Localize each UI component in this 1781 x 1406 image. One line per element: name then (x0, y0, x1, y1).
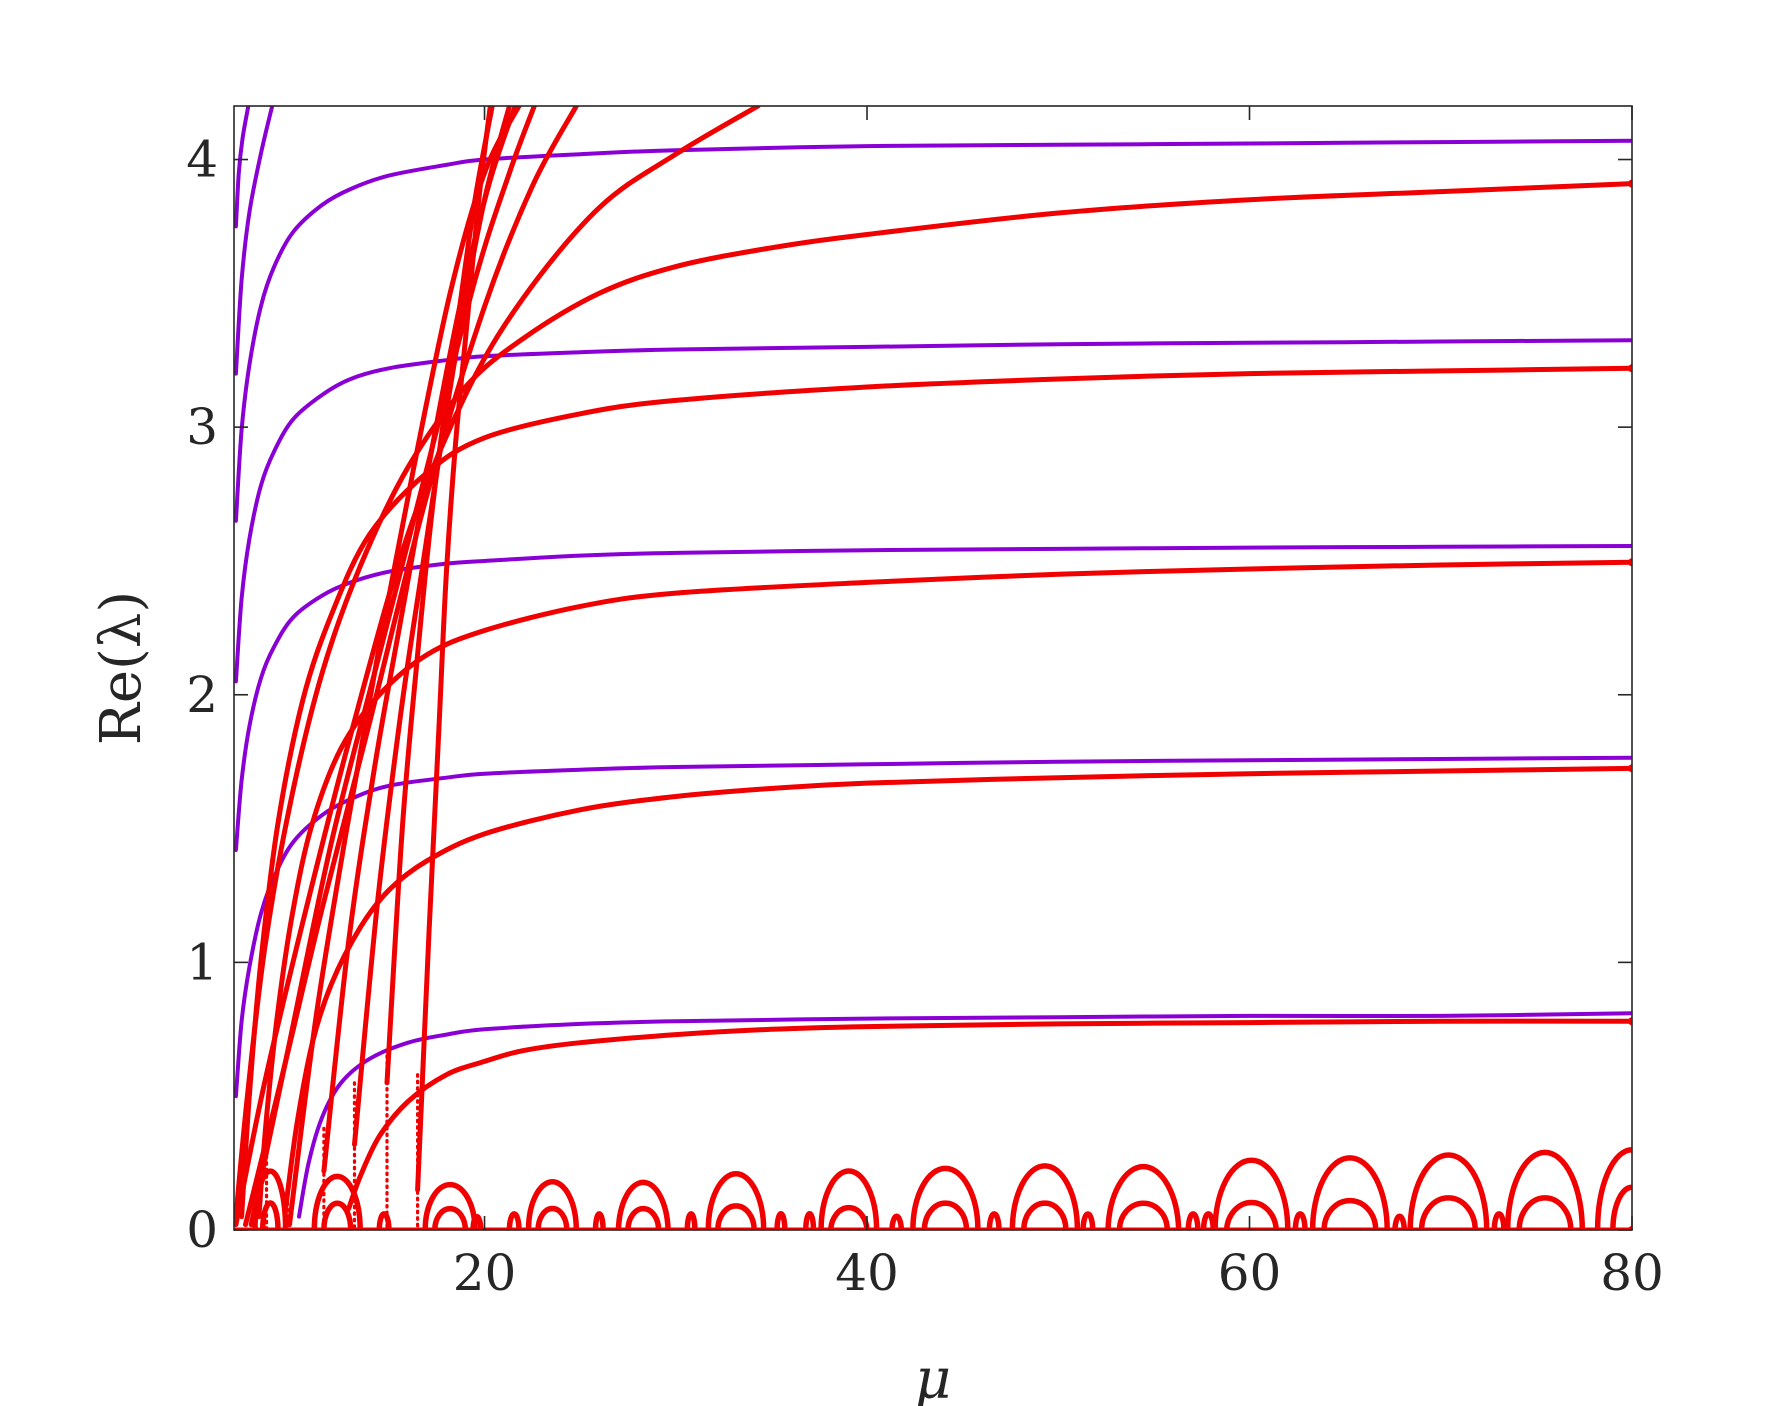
red-arch-20 (827, 1204, 870, 1230)
x-tick-label-3: 80 (1600, 1244, 1664, 1302)
purple-branch-1 (297, 1011, 1632, 1219)
red-arch-34 (1292, 1211, 1308, 1230)
red-arch-14 (684, 1211, 698, 1230)
red-arch-0 (252, 1168, 289, 1230)
red-arch-11 (592, 1211, 606, 1230)
red-arch-8 (506, 1211, 522, 1230)
y-tick-label-4: 4 (186, 131, 218, 189)
red-arch-35 (1309, 1155, 1390, 1230)
red-arch-5 (422, 1181, 478, 1230)
red-arch-16 (715, 1203, 757, 1230)
red-arch-1 (259, 1200, 281, 1230)
red-arch-15 (705, 1171, 767, 1230)
red-arch-42 (1516, 1195, 1574, 1230)
red-branches (234, 106, 1632, 1230)
red-arch-28 (1105, 1163, 1182, 1230)
x-tick-label-0: 20 (453, 1244, 517, 1302)
red-branch-end-1 (1628, 1017, 1632, 1026)
red-branch-end-0 (1628, 1226, 1632, 1230)
red-branch-end-2 (1628, 764, 1632, 773)
red-arch-30 (1185, 1211, 1201, 1230)
red-arch-13 (625, 1205, 662, 1230)
red-arch-27 (1080, 1211, 1096, 1230)
red-arch-4 (376, 1211, 392, 1230)
red-arch-7 (470, 1213, 484, 1230)
purple-branch-3 (234, 544, 1632, 852)
red-arch-18 (803, 1210, 817, 1230)
y-axis-label: Re(λ) (89, 591, 154, 746)
y-tick-label-0: 0 (186, 1201, 218, 1259)
red-arch-22 (910, 1165, 981, 1230)
red-branch-1 (346, 1018, 1632, 1212)
red-arch-37 (1392, 1213, 1408, 1230)
red-arch-12 (615, 1179, 671, 1230)
red-arch-23 (921, 1200, 970, 1230)
y-tick-label-1: 1 (186, 933, 218, 991)
red-branch-4 (239, 365, 1632, 1220)
purple-branch-7 (234, 106, 251, 229)
red-arch-26 (1021, 1200, 1069, 1230)
red-branch-end-4 (1628, 364, 1632, 373)
red-arch-43 (1594, 1146, 1632, 1230)
red-branch-end-5 (1628, 179, 1632, 188)
red-arch-24 (986, 1211, 1002, 1230)
red-arch-38 (1407, 1152, 1490, 1230)
red-arch-21 (889, 1213, 905, 1230)
y-tick-label-2: 2 (186, 666, 218, 724)
x-axis-label: μ (915, 1347, 951, 1406)
red-branch-end-3 (1628, 558, 1632, 567)
red-arch-3 (321, 1200, 354, 1230)
red-arch-6 (432, 1205, 469, 1230)
red-arch-9 (525, 1179, 580, 1230)
red-branch-3 (256, 559, 1632, 1220)
red-branch-9 (287, 106, 522, 1228)
red-arch-25 (1009, 1163, 1081, 1230)
x-tick-label-1: 40 (835, 1244, 899, 1302)
axis-ticks (234, 106, 1633, 1231)
x-tick-label-2: 60 (1218, 1244, 1282, 1302)
red-branch-13 (415, 106, 493, 1193)
red-arch-17 (774, 1210, 788, 1230)
y-tick-label-3: 3 (186, 398, 218, 456)
red-arch-2 (311, 1173, 363, 1230)
tick-labels: 20 40 60 80 0 1 2 3 4 (186, 131, 1664, 1302)
red-arch-32 (1212, 1157, 1291, 1230)
red-arch-29 (1116, 1200, 1171, 1230)
red-arch-19 (818, 1168, 880, 1230)
plot-area (234, 106, 1632, 1230)
axes-box (233, 105, 1633, 1231)
red-arch-10 (535, 1205, 570, 1230)
red-arch-39 (1418, 1195, 1478, 1230)
purple-branch-2 (234, 755, 1632, 1099)
red-branch-5 (234, 181, 1632, 1220)
red-branch-8 (248, 106, 537, 1228)
red-arch-36 (1321, 1197, 1379, 1230)
red-branch-2 (283, 765, 1632, 1212)
red-arch-33 (1223, 1199, 1280, 1230)
red-branch-12 (384, 106, 495, 1086)
purple-branch-6 (234, 106, 275, 376)
red-arch-40 (1491, 1211, 1507, 1230)
red-arch-41 (1504, 1149, 1586, 1230)
red-arch-44 (1610, 1184, 1632, 1230)
